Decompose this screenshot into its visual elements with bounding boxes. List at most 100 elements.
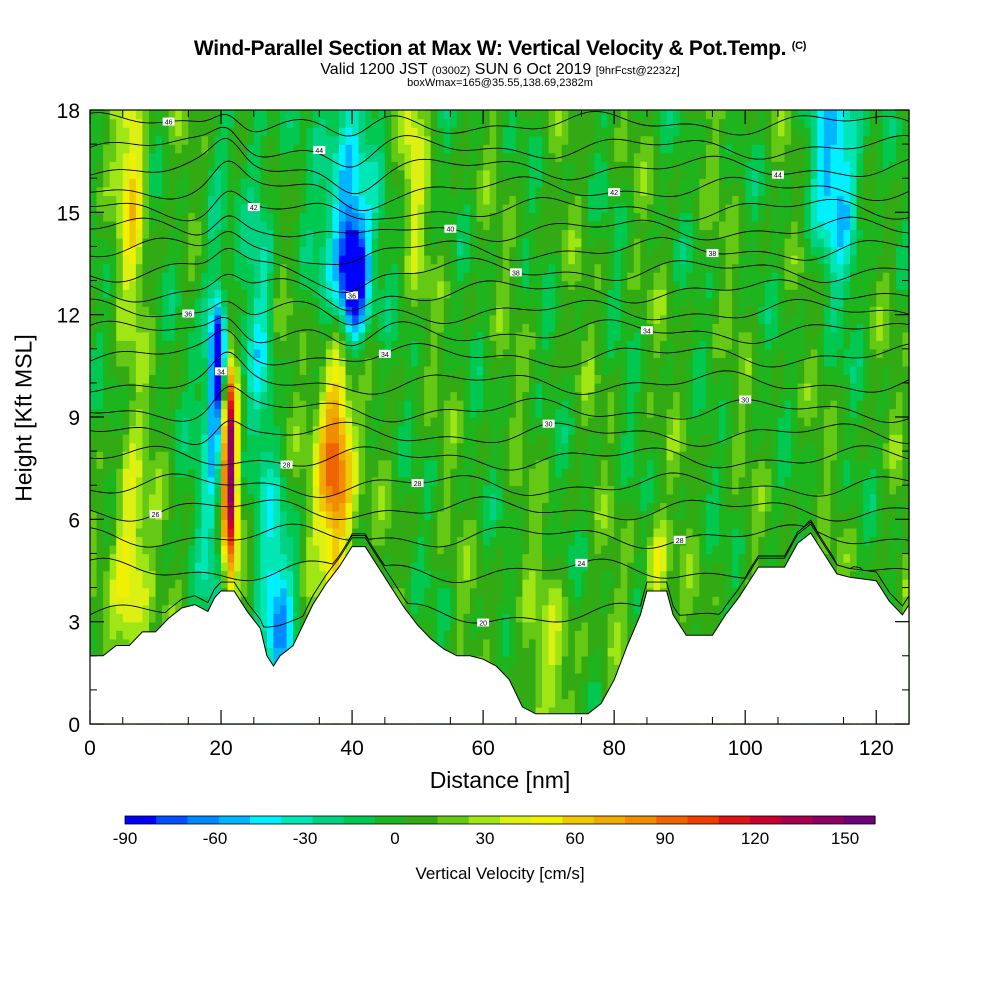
colorbar-swatch xyxy=(562,816,595,824)
chart-subtitle: Valid 1200 JST (0300Z) SUN 6 Oct 2019 [9… xyxy=(0,61,1000,79)
title-mark: (C) xyxy=(791,40,807,52)
x-tick-label: 80 xyxy=(602,737,625,760)
isentrope-label: 20 xyxy=(479,621,487,628)
isentrope-label: 42 xyxy=(250,205,258,212)
isentrope-line xyxy=(89,519,910,549)
isentrope-label-bg xyxy=(673,535,686,544)
colorbar-swatch xyxy=(437,816,470,824)
isentrope-label: 38 xyxy=(709,251,717,258)
isentrope-line xyxy=(89,523,910,628)
colorbar-tick-label: 0 xyxy=(390,829,399,848)
isentrope-label: 42 xyxy=(610,190,618,197)
isentrope-label-bg xyxy=(149,510,162,519)
colorbar-swatch xyxy=(812,816,845,824)
isentrope-line xyxy=(89,160,910,212)
colorbar-swatch xyxy=(281,816,314,824)
colorbar-tick-label: 150 xyxy=(831,829,859,848)
isentrope-label-bg xyxy=(706,249,719,258)
terrain xyxy=(89,532,910,725)
colorbar-swatch xyxy=(218,816,251,824)
colorbar-swatch xyxy=(750,816,782,824)
colorbar-swatch xyxy=(156,816,189,824)
colorbar-swatch xyxy=(406,816,439,824)
isentropes: 20 24 28 26 28 28 30 30 34 34 34 36 36 38 38 40 42 42 44 44… xyxy=(89,111,910,628)
y-tick-label: 15 xyxy=(57,202,80,225)
isentrope-label-bg xyxy=(411,479,424,488)
colorbar-tick-label: -30 xyxy=(293,829,318,848)
y-tick-label: 3 xyxy=(68,612,80,635)
colorbar-swatch xyxy=(718,816,751,824)
isentrope-line xyxy=(89,496,910,522)
isentrope-label-bg xyxy=(640,326,653,335)
colorbar-swatch xyxy=(468,816,501,824)
title-text: Wind-Parallel Section at Max W: Vertical… xyxy=(193,37,787,60)
isentrope-label-bg xyxy=(215,367,228,376)
colorbar-tick-label: 120 xyxy=(741,829,769,848)
isentrope-label: 30 xyxy=(741,398,749,405)
x-tick-label: 0 xyxy=(84,737,96,760)
colorbar-tick-label: -60 xyxy=(203,829,228,848)
valid-zulu: (0300Z) xyxy=(431,65,471,77)
isentrope-label: 28 xyxy=(283,463,291,470)
colorbar-label: Vertical Velocity [cm/s] xyxy=(415,864,585,883)
isentrope-label: 36 xyxy=(348,293,356,300)
isentrope-label-bg xyxy=(378,349,391,358)
isentrope-label-bg xyxy=(182,309,195,318)
isentrope-label: 24 xyxy=(578,561,586,568)
colorbar-swatch xyxy=(593,816,626,824)
x-tick-label: 60 xyxy=(471,737,494,760)
isentrope-label-bg xyxy=(542,419,555,428)
x-tick-label: 20 xyxy=(209,737,232,760)
box-info: boxWmax=165@35.55,138.69,2382m xyxy=(407,77,593,89)
colorbar-tick-label: 30 xyxy=(476,829,495,848)
valid-time: Valid 1200 JST xyxy=(320,61,428,78)
isentrope-line xyxy=(89,273,910,312)
isentrope-label-bg xyxy=(313,145,326,154)
colorbar-tick-label: 60 xyxy=(566,829,585,848)
isentrope-line xyxy=(89,445,910,471)
isentrope-line xyxy=(89,420,910,447)
isentrope-label: 36 xyxy=(184,312,192,319)
y-tick-label: 18 xyxy=(57,100,80,123)
isentrope-label-bg xyxy=(575,558,588,567)
isentrope-line xyxy=(89,111,910,137)
isentrope-label-bg xyxy=(280,460,293,469)
colorbar: -90 -60 -30 0 30 60 90 120 150 xyxy=(113,815,876,848)
isentrope-label-bg xyxy=(477,618,490,627)
isentrope-line xyxy=(89,215,910,242)
isentrope-line xyxy=(89,385,910,423)
isentrope-label: 44 xyxy=(315,148,323,155)
colorbar-swatch xyxy=(687,816,720,824)
x-tick-label: 40 xyxy=(340,737,363,760)
isentrope-label: 46 xyxy=(165,120,173,127)
colorbar-swatch xyxy=(843,816,876,824)
isentrope-line xyxy=(89,329,910,368)
forecast-info: [9hrFcst@2232z] xyxy=(595,65,680,77)
colorbar-swatch xyxy=(250,816,282,824)
chart-title: Wind-Parallel Section at Max W: Vertical… xyxy=(0,37,1000,61)
isentrope-line xyxy=(90,190,910,222)
isentrope-line xyxy=(89,472,910,498)
colorbar-swatch xyxy=(312,816,345,824)
valid-date: SUN 6 Oct 2019 xyxy=(474,61,592,78)
y-tick-label: 6 xyxy=(68,509,80,532)
isentrope-label-bg xyxy=(247,203,260,212)
colorbar-tick-label: 90 xyxy=(656,829,675,848)
isentrope-label: 28 xyxy=(676,538,684,545)
isentrope-label: 38 xyxy=(512,270,520,277)
colorbar-tick-label: -90 xyxy=(113,829,138,848)
isentrope-line xyxy=(89,351,910,395)
colorbar-swatch xyxy=(531,816,564,824)
isentrope-label: 34 xyxy=(381,352,389,359)
y-axis-label: Height [Kft MSL] xyxy=(10,334,37,502)
isentrope-label-bg xyxy=(162,117,175,126)
isentrope-label-bg xyxy=(771,170,784,179)
y-tick-label: 12 xyxy=(57,305,80,328)
isentrope-line xyxy=(89,126,910,168)
colorbar-swatch xyxy=(500,816,532,824)
x-tick-label: 120 xyxy=(859,737,894,760)
colorbar-swatch xyxy=(187,816,220,824)
x-axis-label: Distance [nm] xyxy=(429,767,571,793)
